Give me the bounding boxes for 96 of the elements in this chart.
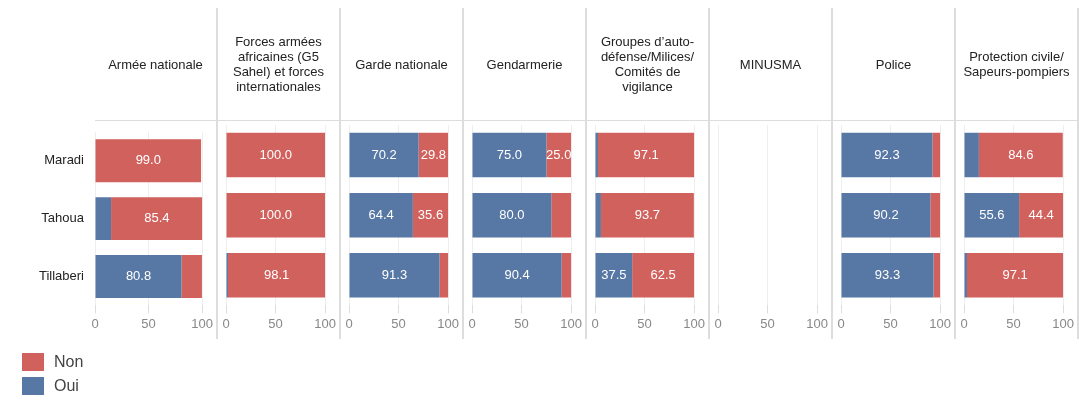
x-tick-label: 0 — [222, 315, 230, 331]
chart-title: Groupes d’auto-défense/Milices/ Comités de vigilance — [587, 8, 708, 121]
bar — [227, 253, 326, 298]
data-label: 90.4 — [504, 266, 530, 282]
data-label: 93.7 — [634, 206, 661, 222]
data-label: 100.0 — [259, 146, 293, 162]
data-label: 80.8 — [125, 268, 152, 284]
bar — [930, 192, 941, 238]
legend-label: Non — [54, 353, 84, 371]
data-label: 64.4 — [368, 206, 394, 222]
data-label: 70.2 — [371, 146, 397, 162]
y-tick-label: Tahoua — [41, 210, 85, 226]
bar — [551, 192, 572, 238]
data-label: 99.0 — [135, 152, 161, 168]
chart-title: Forces armées africaines (G5 Sahel) et forces internationales — [218, 8, 339, 121]
bar — [181, 255, 202, 298]
bar — [841, 253, 934, 298]
y-tick-label: Tillaberi — [38, 268, 85, 284]
y-tick-label: Maradi — [44, 152, 85, 168]
x-tick-label: 50 — [637, 315, 652, 331]
data-label: 97.1 — [633, 146, 659, 162]
x-tick-label: 0 — [714, 315, 722, 331]
data-label: 80.0 — [499, 206, 525, 222]
bar — [472, 132, 547, 178]
x-tick-label: 100 — [929, 315, 952, 331]
bar — [226, 192, 326, 238]
x-tick-label: 0 — [960, 315, 968, 331]
x-tick-label: 100 — [560, 315, 583, 331]
bar — [841, 132, 933, 178]
x-tick-label: 0 — [837, 315, 845, 331]
data-label: 44.4 — [1028, 206, 1054, 222]
x-tick-label: 100 — [314, 315, 337, 331]
x-tick-label: 100 — [1052, 315, 1075, 331]
x-tick-label: 50 — [141, 315, 156, 331]
bar — [439, 253, 449, 298]
data-label: 85.4 — [144, 210, 170, 226]
x-tick-label: 50 — [391, 315, 406, 331]
x-tick-label: 50 — [514, 315, 529, 331]
x-tick-label: 100 — [683, 315, 706, 331]
bar — [1019, 192, 1064, 238]
chart-title: Garde nationale — [341, 8, 462, 121]
data-label: 93.3 — [874, 266, 901, 282]
chart-title: Police — [833, 8, 954, 121]
bar — [600, 192, 694, 238]
data-label: 84.6 — [1008, 146, 1034, 162]
bar — [933, 253, 941, 298]
bar — [841, 192, 931, 238]
x-tick-label: 50 — [1006, 315, 1021, 331]
data-label: 55.6 — [979, 206, 1005, 222]
bar — [472, 253, 562, 298]
data-label: 90.2 — [873, 206, 899, 222]
bar — [597, 132, 695, 178]
x-tick-label: 50 — [268, 315, 283, 331]
bar — [349, 192, 413, 238]
bar — [95, 197, 112, 241]
bar — [978, 132, 1063, 178]
bar — [95, 255, 182, 298]
data-label: 25.0 — [546, 146, 572, 162]
data-label: 91.3 — [381, 266, 408, 282]
bar — [111, 197, 203, 241]
data-label: 37.5 — [601, 266, 627, 282]
x-tick-label: 0 — [468, 315, 476, 331]
data-label: 97.1 — [1002, 266, 1028, 282]
bar — [964, 192, 1020, 238]
bar — [595, 192, 601, 238]
data-label: 35.6 — [417, 206, 444, 222]
bar — [964, 132, 979, 178]
legend-label: Oui — [54, 377, 79, 395]
x-tick-label: 50 — [760, 315, 775, 331]
x-tick-label: 0 — [91, 315, 99, 331]
bar — [932, 132, 941, 178]
chart-title: Gendarmerie — [464, 8, 585, 121]
bar — [95, 139, 202, 183]
x-tick-label: 100 — [806, 315, 829, 331]
x-tick-label: 0 — [591, 315, 599, 331]
x-tick-label: 0 — [345, 315, 353, 331]
x-tick-label: 100 — [437, 315, 460, 331]
bar — [966, 253, 1064, 298]
chart-title: Protection civile/ Sapeurs-pompiers — [956, 8, 1077, 121]
data-label: 75.0 — [496, 146, 523, 162]
data-label: 100.0 — [259, 206, 293, 222]
bar — [226, 132, 326, 178]
data-label: 62.5 — [650, 266, 676, 282]
x-tick-label: 50 — [883, 315, 898, 331]
bar — [561, 253, 572, 298]
data-label: 29.8 — [420, 146, 447, 162]
bar — [349, 132, 419, 178]
chart-title: MINUSMA — [710, 8, 831, 121]
data-label: 92.3 — [874, 146, 900, 162]
x-tick-label: 100 — [191, 315, 214, 331]
bar — [472, 192, 552, 238]
chart-title: Armée nationale — [95, 8, 216, 121]
bar — [595, 253, 633, 298]
data-label: 98.1 — [263, 266, 290, 282]
bar — [349, 253, 440, 298]
bar — [632, 253, 695, 298]
